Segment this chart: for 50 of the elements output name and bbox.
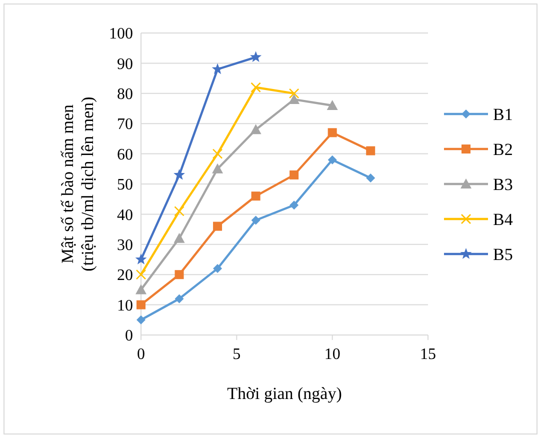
point [174,270,184,280]
point [213,264,222,274]
point [328,128,337,138]
x-tick-label: 0 [137,346,145,363]
point [136,315,146,324]
point [174,206,184,216]
point [136,269,146,280]
y-tick-label: 10 [117,297,133,314]
y-tick-label: 50 [117,176,133,194]
legend-label: B3 [493,174,513,194]
point [290,170,299,180]
point [174,232,185,243]
y-tick-label: 40 [117,206,133,224]
point [288,88,300,99]
point [135,254,147,264]
y-tick-label: 20 [117,267,133,284]
point [288,94,300,104]
point [250,51,262,62]
x-tick-label: 5 [232,346,241,363]
point [136,284,146,294]
point [328,155,337,164]
point [174,294,184,304]
point [251,216,260,225]
legend-label: B2 [493,140,513,159]
point [212,163,224,174]
x-tick-label: 15 [420,346,436,363]
y-tick-label: 30 [117,237,133,254]
y-tick-label: 90 [117,56,133,73]
x-tick-label: 10 [324,346,340,363]
point [326,100,338,110]
point [250,82,261,93]
y-tick-label: 0 [125,328,133,345]
point [212,148,223,159]
y-tick-label: 70 [117,116,133,134]
point [290,200,299,210]
point [213,222,222,231]
legend-label: B1 [493,104,513,124]
legend-label: B4 [493,210,514,229]
y-tick-label: 60 [117,146,133,164]
point [366,146,376,156]
y-axis-title: Mật số tế bào nấm men (triệu tb/ml dịch lên men) [58,96,97,272]
legend-label: B5 [493,244,513,264]
point [174,168,185,180]
point [136,300,146,310]
point [251,192,260,201]
point [366,173,376,182]
y-tick-label: 100 [109,26,133,43]
x-axis-title: Thời gian (ngày) [227,384,342,403]
y-tick-label: 80 [117,86,133,103]
point [250,124,262,134]
